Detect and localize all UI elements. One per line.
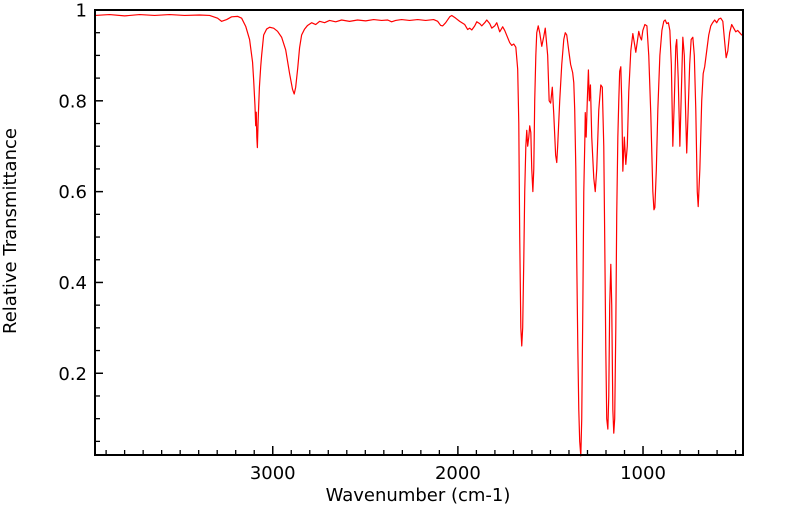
y-axis-title: Relative Transmittance (0, 128, 21, 334)
y-axis-tick-labels: 1 0.8 0.6 0.4 0.2 (58, 1, 87, 385)
y-tick-label: 0.8 (58, 91, 87, 112)
y-tick-label: 0.4 (58, 273, 87, 294)
x-tick-label: 1000 (620, 463, 666, 484)
y-tick-label: 1 (76, 1, 87, 22)
x-axis-title: Wavenumber (cm-1) (326, 485, 511, 506)
spectrum-line (94, 13, 743, 457)
plot-border (94, 9, 744, 456)
x-axis-tick-labels: 3000 2000 1000 (250, 463, 666, 484)
minor-ticks (95, 32, 737, 455)
x-tick-label: 2000 (435, 463, 481, 484)
x-tick-label: 3000 (250, 463, 296, 484)
y-tick-label: 0.2 (58, 364, 87, 385)
y-tick-label: 0.6 (58, 182, 87, 203)
